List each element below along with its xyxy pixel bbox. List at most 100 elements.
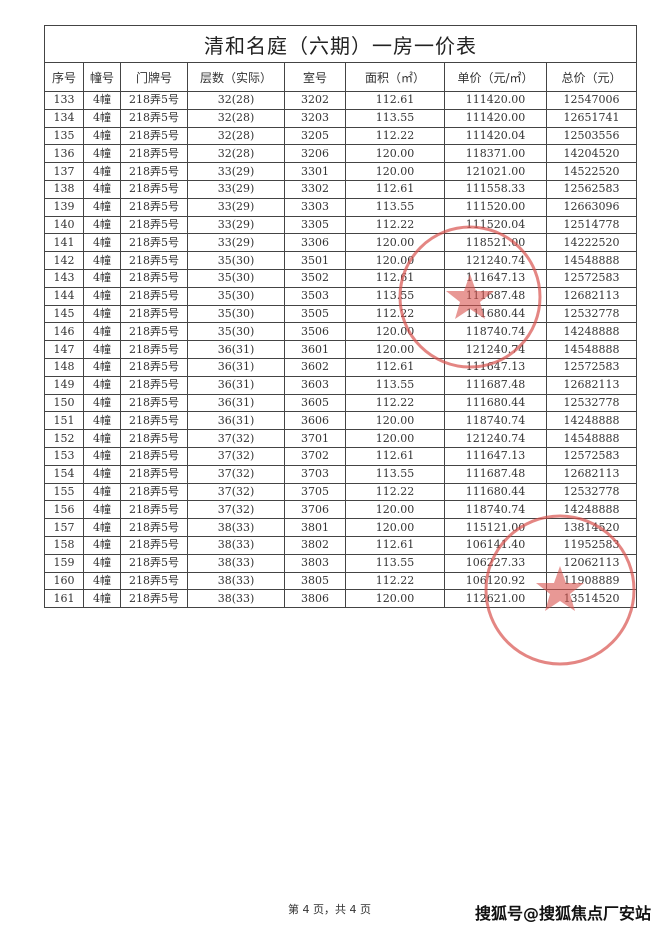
- table-cell: 218弄5号: [120, 144, 188, 164]
- table-cell: 113.55: [345, 108, 445, 128]
- table-cell: 35(30): [187, 304, 285, 324]
- table-cell: 4幢: [83, 500, 121, 520]
- table-cell: 121240.74: [444, 251, 547, 270]
- table-row: 158 4幢 218弄5号 38(33) 3802 112.61 106141.40 1195…: [44, 535, 637, 555]
- table-cell: 12663096: [546, 197, 637, 217]
- table-row: 148 4幢 218弄5号 36(31) 3602 112.61 111647.13 1257…: [44, 357, 637, 377]
- table-cell: 4幢: [83, 340, 121, 359]
- table-cell: 3705: [284, 482, 346, 502]
- table-cell: 135: [44, 126, 84, 146]
- table-cell: 111680.44: [444, 482, 547, 502]
- table-cell: 218弄5号: [120, 375, 188, 395]
- table-cell: 218弄5号: [120, 589, 188, 609]
- column-header: 室号: [284, 62, 346, 92]
- table-cell: 120.00: [345, 322, 445, 342]
- table-row: 133 4幢 218弄5号 32(28) 3202 112.61 111420.00 1254…: [44, 91, 637, 110]
- table-cell: 140: [44, 215, 84, 235]
- table-cell: 156: [44, 500, 84, 520]
- table-cell: 218弄5号: [120, 482, 188, 502]
- table-cell: 155: [44, 482, 84, 502]
- table-cell: 118740.74: [444, 322, 547, 342]
- table-cell: 36(31): [187, 357, 285, 377]
- table-cell: 12532778: [546, 304, 637, 324]
- table-cell: 158: [44, 535, 84, 555]
- table-cell: 11952583: [546, 535, 637, 555]
- table-cell: 4幢: [83, 482, 121, 502]
- table-cell: 111647.13: [444, 446, 547, 466]
- table-cell: 12547006: [546, 91, 637, 110]
- table-cell: 151: [44, 411, 84, 431]
- table-cell: 218弄5号: [120, 393, 188, 413]
- table-row: 157 4幢 218弄5号 38(33) 3801 120.00 115121.00 1381…: [44, 518, 637, 537]
- table-cell: 141: [44, 233, 84, 253]
- table-cell: 14548888: [546, 251, 637, 270]
- table-cell: 218弄5号: [120, 179, 188, 199]
- table-cell: 14522520: [546, 162, 637, 181]
- table-cell: 134: [44, 108, 84, 128]
- table-row: 156 4幢 218弄5号 37(32) 3706 120.00 118740.74 1424…: [44, 500, 637, 520]
- table-cell: 3203: [284, 108, 346, 128]
- table-cell: 4幢: [83, 518, 121, 537]
- table-cell: 14248888: [546, 322, 637, 342]
- column-header: 层数（实际）: [187, 62, 285, 92]
- table-cell: 112.61: [345, 357, 445, 377]
- table-cell: 33(29): [187, 215, 285, 235]
- table-cell: 121240.74: [444, 429, 547, 448]
- table-cell: 106120.92: [444, 571, 547, 591]
- table-cell: 12682113: [546, 375, 637, 395]
- table-cell: 38(33): [187, 535, 285, 555]
- table-cell: 218弄5号: [120, 535, 188, 555]
- table-cell: 4幢: [83, 446, 121, 466]
- table-cell: 13514520: [546, 589, 637, 609]
- table-cell: 121240.74: [444, 340, 547, 359]
- table-cell: 32(28): [187, 108, 285, 128]
- table-cell: 161: [44, 589, 84, 609]
- table-cell: 144: [44, 286, 84, 306]
- table-cell: 218弄5号: [120, 357, 188, 377]
- table-cell: 35(30): [187, 251, 285, 270]
- table-cell: 4幢: [83, 126, 121, 146]
- table-cell: 32(28): [187, 91, 285, 110]
- table-cell: 218弄5号: [120, 446, 188, 466]
- table-cell: 3502: [284, 268, 346, 288]
- table-cell: 133: [44, 91, 84, 110]
- table-cell: 4幢: [83, 162, 121, 181]
- table-cell: 218弄5号: [120, 553, 188, 573]
- table-cell: 4幢: [83, 535, 121, 555]
- table-cell: 111558.33: [444, 179, 547, 199]
- table-cell: 4幢: [83, 304, 121, 324]
- table-cell: 38(33): [187, 553, 285, 573]
- table-cell: 153: [44, 446, 84, 466]
- table-cell: 36(31): [187, 411, 285, 431]
- table-cell: 218弄5号: [120, 429, 188, 448]
- table-cell: 35(30): [187, 286, 285, 306]
- table-cell: 218弄5号: [120, 233, 188, 253]
- table-cell: 147: [44, 340, 84, 359]
- table-cell: 12532778: [546, 393, 637, 413]
- table-cell: 4幢: [83, 144, 121, 164]
- table-cell: 146: [44, 322, 84, 342]
- table-cell: 3503: [284, 286, 346, 306]
- table-cell: 14222520: [546, 233, 637, 253]
- table-cell: 218弄5号: [120, 126, 188, 146]
- table-cell: 4幢: [83, 286, 121, 306]
- table-cell: 4幢: [83, 268, 121, 288]
- table-cell: 112.61: [345, 268, 445, 288]
- table-cell: 111420.04: [444, 126, 547, 146]
- table-cell: 3602: [284, 357, 346, 377]
- table-cell: 150: [44, 393, 84, 413]
- table-cell: 12682113: [546, 286, 637, 306]
- table-cell: 12062113: [546, 553, 637, 573]
- table-cell: 3801: [284, 518, 346, 537]
- table-cell: 12503556: [546, 126, 637, 146]
- table-cell: 112.22: [345, 571, 445, 591]
- table-cell: 4幢: [83, 464, 121, 484]
- table-row: 142 4幢 218弄5号 35(30) 3501 120.00 121240.74 1454…: [44, 251, 637, 270]
- table-cell: 106141.40: [444, 535, 547, 555]
- table-cell: 112.61: [345, 179, 445, 199]
- table-cell: 33(29): [187, 233, 285, 253]
- table-cell: 37(32): [187, 464, 285, 484]
- table-cell: 36(31): [187, 375, 285, 395]
- table-cell: 137: [44, 162, 84, 181]
- table-row: 138 4幢 218弄5号 33(29) 3302 112.61 111558.33 1256…: [44, 179, 637, 199]
